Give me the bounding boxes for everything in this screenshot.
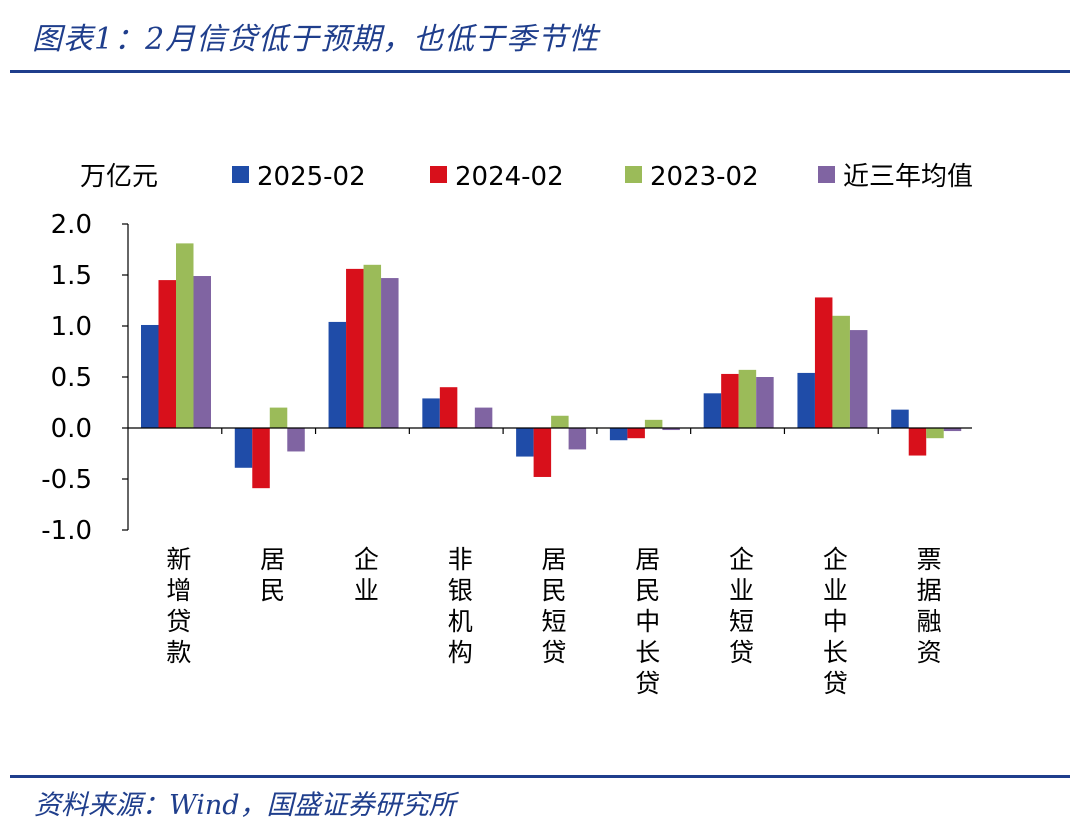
bar-近三年均值-居民短贷	[568, 428, 587, 450]
y-tick-label: 1.5	[51, 261, 92, 291]
bar-2023-02-居民	[269, 407, 288, 428]
bar-2023-02-企业短贷	[738, 369, 757, 428]
bar-2023-02-居民短贷	[551, 415, 569, 428]
chart-title: 图表1：2月信贷低于预期，也低于季节性	[32, 22, 600, 57]
bar-2024-02-居民中长贷	[627, 428, 645, 439]
legend-swatch-2024-02	[430, 166, 447, 183]
y-tick-label: 1.0	[51, 312, 92, 342]
source-note: 资料来源：Wind，国盛证券研究所	[34, 790, 456, 821]
bar-2023-02-企业	[363, 264, 382, 428]
legend: 2025-02 2024-02 2023-02 近三年均值	[232, 162, 973, 192]
bar-2023-02-票据融资	[926, 428, 944, 439]
bar-2024-02-票据融资	[908, 428, 927, 456]
y-tick-label: -1.0	[41, 516, 92, 546]
bar-近三年均值-居民	[287, 428, 305, 452]
x-tick-label: 企业中长贷	[823, 545, 848, 698]
x-tick-label: 企业	[354, 545, 379, 605]
bar-chart: 万亿元 2025-02 2024-02 2023-02 近三年均值 2.0 1.5 1.0…	[41, 162, 973, 698]
bar-2024-02-非银机构	[439, 387, 458, 428]
legend-label: 近三年均值	[843, 162, 973, 192]
y-axis: 2.0 1.5 1.0 0.5 0.0 -0.5 -1.0	[41, 210, 129, 546]
bar-近三年均值-票据融资	[943, 428, 962, 432]
bar-近三年均值-企业	[381, 278, 399, 428]
bar-2025-02-票据融资	[891, 409, 909, 428]
x-tick-label: 居民	[260, 545, 285, 605]
bar-2023-02-企业中长贷	[832, 315, 850, 428]
bar-2023-02-居民中长贷	[644, 419, 663, 428]
x-tick-label: 票据融资	[917, 545, 942, 667]
x-tick-label: 居民中长贷	[635, 545, 660, 698]
bar-2025-02-居民	[234, 428, 253, 468]
bar-2025-02-新增贷款	[141, 324, 159, 428]
legend-label: 2025-02	[257, 162, 366, 192]
y-tick-label: 0.0	[51, 414, 92, 444]
legend-label: 2023-02	[650, 162, 759, 192]
bar-2024-02-企业中长贷	[814, 297, 833, 428]
bar-2025-02-居民中长贷	[609, 428, 628, 441]
bar-2024-02-居民短贷	[533, 428, 552, 477]
x-axis: 新增贷款 居民 企业 非银机构 居民短贷 居民中长贷 企业短贷 企业中长贷 票据融资	[128, 427, 972, 698]
y-axis-unit-label: 万亿元	[80, 162, 158, 192]
bar-近三年均值-企业中长贷	[849, 330, 868, 428]
bar-2025-02-居民短贷	[516, 428, 534, 457]
legend-swatch-近三年均值	[818, 166, 835, 183]
bar-2025-02-企业短贷	[703, 393, 722, 428]
bar-2025-02-非银机构	[422, 398, 440, 428]
bar-2024-02-居民	[252, 428, 270, 489]
bar-2023-02-新增贷款	[176, 243, 194, 428]
bar-近三年均值-非银机构	[474, 407, 493, 428]
x-tick-label: 非银机构	[448, 545, 473, 667]
bar-2024-02-企业短贷	[721, 373, 739, 428]
legend-swatch-2023-02	[625, 166, 642, 183]
bar-2024-02-新增贷款	[158, 280, 176, 428]
x-tick-label: 新增贷款	[166, 545, 191, 667]
y-tick-label: 2.0	[51, 210, 92, 240]
bars	[141, 243, 962, 489]
bar-2025-02-企业中长贷	[797, 372, 815, 428]
x-tick-label: 居民短贷	[541, 545, 566, 667]
bar-近三年均值-企业短贷	[756, 377, 774, 428]
bar-2024-02-企业	[346, 268, 364, 428]
x-tick-label: 企业短贷	[729, 545, 754, 667]
bar-近三年均值-新增贷款	[193, 276, 211, 428]
y-tick-label: 0.5	[51, 363, 92, 393]
bar-2025-02-企业	[328, 321, 347, 428]
legend-swatch-2025-02	[232, 166, 249, 183]
legend-label: 2024-02	[455, 162, 564, 192]
y-tick-label: -0.5	[41, 465, 92, 495]
top-divider	[10, 70, 1070, 73]
bar-近三年均值-居民中长贷	[662, 428, 680, 431]
bottom-divider	[10, 775, 1070, 778]
